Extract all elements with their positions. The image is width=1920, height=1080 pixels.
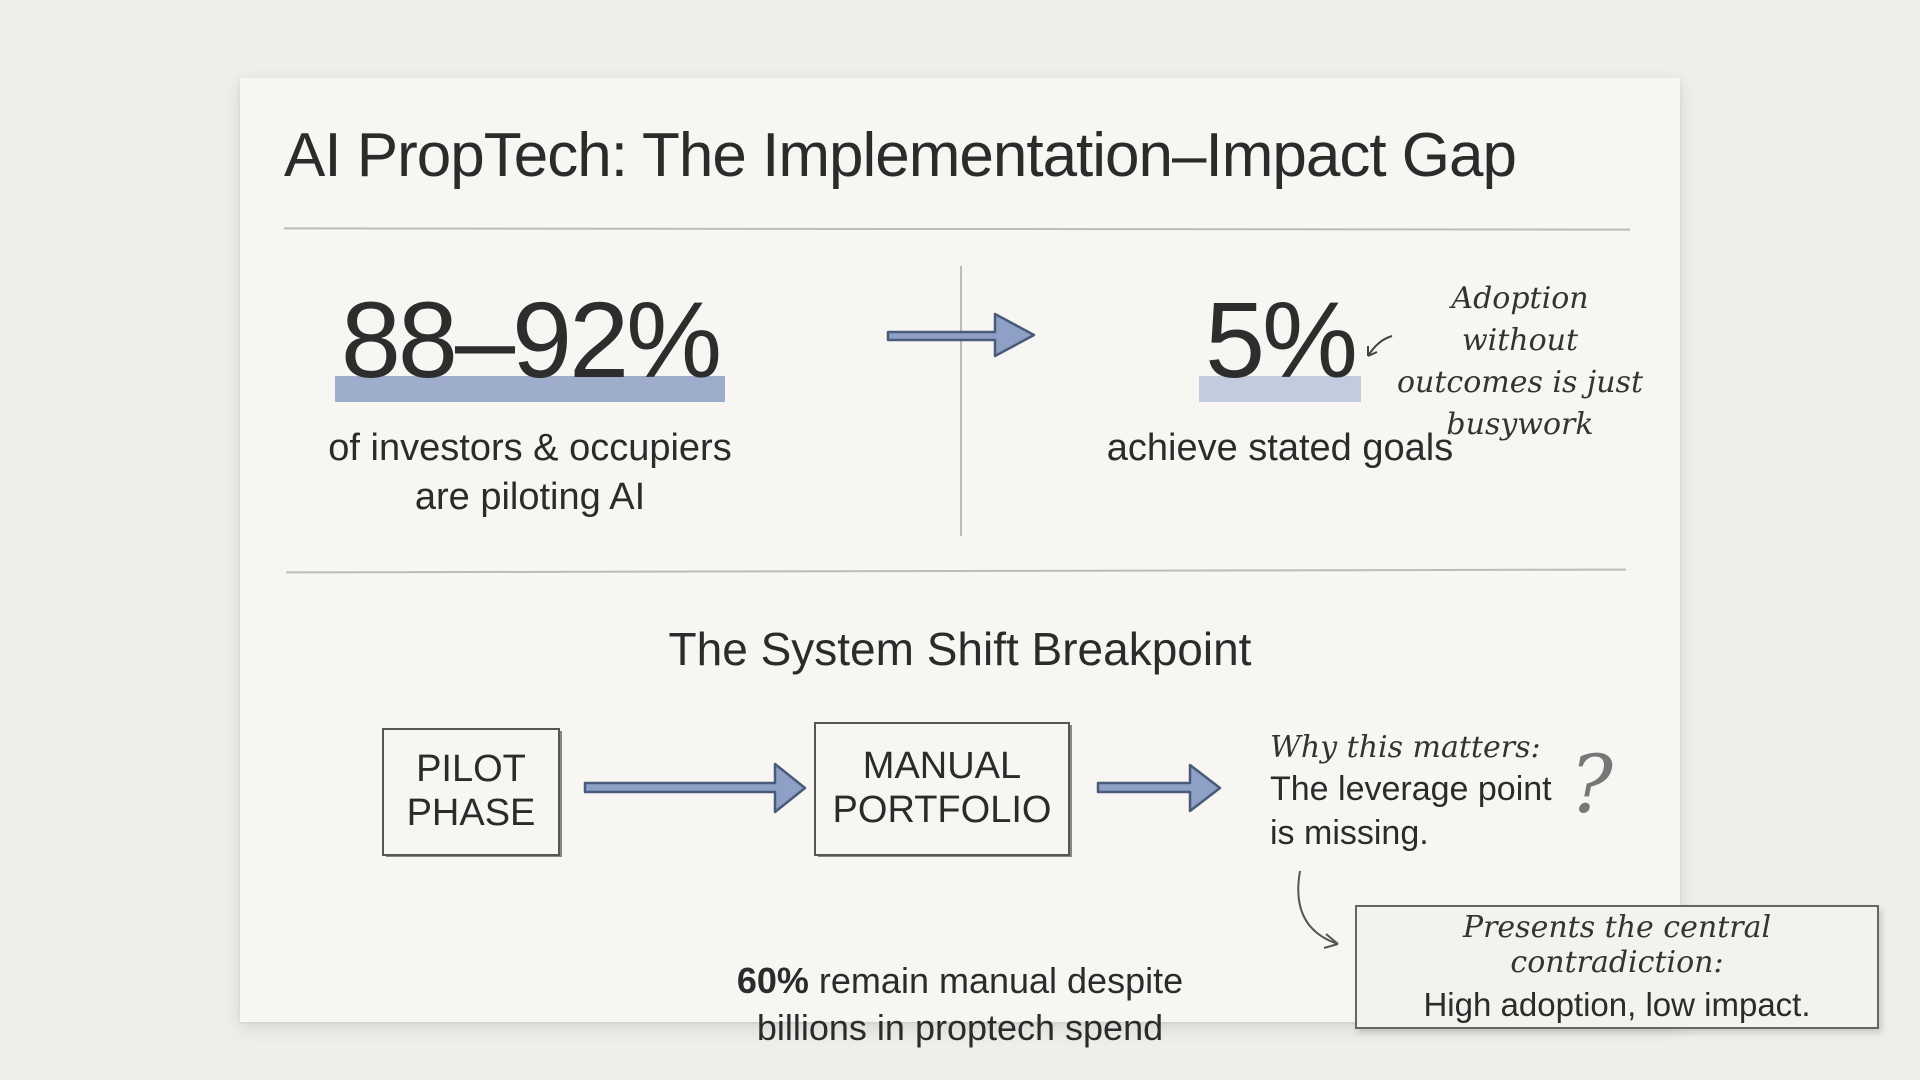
manual-note-line2: billions in proptech spend: [756, 1006, 1164, 1048]
section-title: The System Shift Breakpoint: [668, 623, 1252, 675]
slide-card: AI PropTech: The Implementation–Impact G…: [240, 78, 1680, 1048]
why-line2: is missing.: [1270, 814, 1429, 853]
note-pointer-icon: [1297, 870, 1339, 949]
contradiction-note: Presents the central contradiction: High…: [1355, 905, 1879, 1029]
stats-arrow-icon: [886, 312, 1036, 358]
success-value-text: 5%: [1204, 279, 1358, 400]
busywork-annotation-line3: busywork: [1446, 407, 1594, 442]
adoption-caption-line2: are piloting AI: [414, 475, 646, 518]
adoption-highlight: [334, 376, 726, 402]
annotation-pointer-icon: [1367, 335, 1393, 357]
manual-stat-note: 60% remain manual despite billions in pr…: [600, 958, 1320, 1052]
pilot-phase-line2: PHASE: [406, 792, 536, 834]
slide-title: AI PropTech: The Implementation–Impact G…: [284, 121, 1517, 190]
adoption-stat: 88–92% of investors & occupiers are pilo…: [310, 286, 750, 521]
adoption-value: 88–92%: [334, 286, 726, 402]
busywork-annotation-line2: outcomes is just: [1396, 365, 1644, 400]
why-line1: The leverage point: [1270, 770, 1552, 808]
success-stat: 5% achieve stated goals: [1080, 286, 1480, 473]
question-mark-icon: ?: [1570, 738, 1613, 831]
why-heading: Why this matters:: [1270, 730, 1541, 765]
pilot-phase-line1: PILOT: [416, 748, 526, 791]
flow-arrow-2-icon: [1096, 763, 1222, 813]
success-highlight: [1198, 376, 1362, 402]
manual-portfolio-box: MANUAL PORTFOLIO: [814, 722, 1070, 856]
note-line2: High adoption, low impact.: [1423, 986, 1811, 1023]
adoption-caption-line1: of investors & occupiers: [328, 427, 732, 469]
manual-note-line1: remain manual despite: [808, 960, 1184, 1001]
why-this-matters: Why this matters: The leverage point is …: [1270, 728, 1570, 855]
manual-pct: 60%: [736, 960, 809, 1001]
pilot-phase-box: PILOT PHASE: [382, 728, 560, 856]
busywork-annotation: Adoption without outcomes is just busywo…: [1390, 278, 1650, 446]
adoption-caption: of investors & occupiers are piloting AI: [310, 424, 750, 521]
arrows-layer: [583, 312, 1393, 949]
stats-divider: [960, 266, 962, 536]
note-line1: Presents the central contradiction:: [1462, 910, 1772, 980]
manual-portfolio-line2: PORTFOLIO: [832, 789, 1052, 831]
busywork-annotation-line1: Adoption without: [1451, 281, 1589, 358]
success-value: 5%: [1198, 286, 1362, 402]
manual-portfolio-line1: MANUAL: [862, 745, 1022, 788]
success-caption: achieve stated goals: [1106, 427, 1454, 469]
adoption-value-text: 88–92%: [340, 279, 722, 400]
flow-arrow-1-icon: [583, 762, 807, 814]
